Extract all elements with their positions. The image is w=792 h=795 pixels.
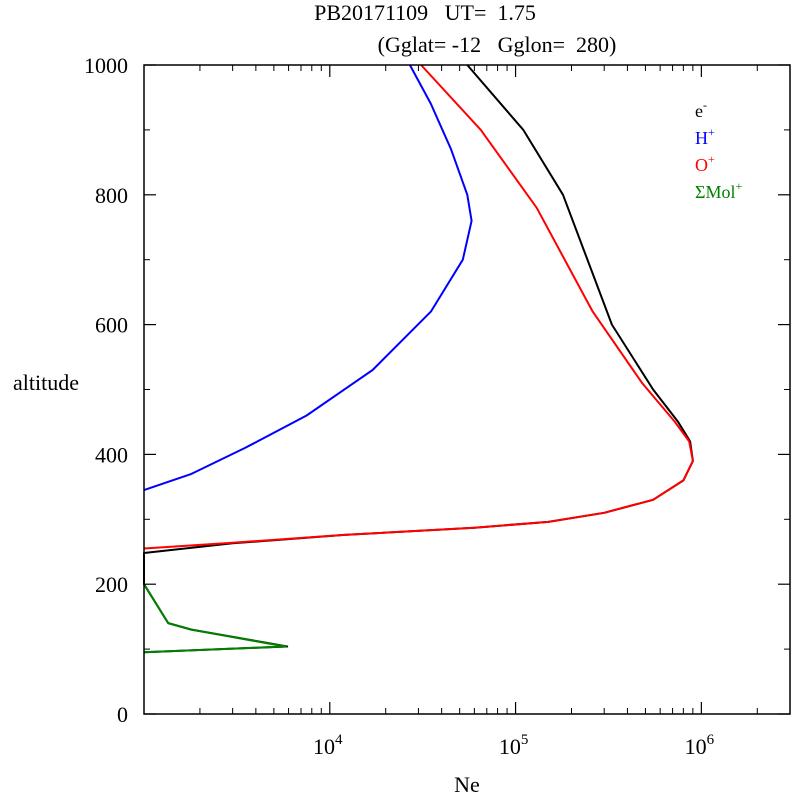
x-tick-label-2: 106 (685, 732, 715, 759)
legend-item-3: ΣMol+ (695, 179, 742, 202)
series-line-2 (143, 64, 694, 550)
y-axis-label: altitude (13, 370, 79, 395)
chart-title-line1: PB20171109 UT= 1.75 (314, 0, 536, 25)
x-tick-label-0: 104 (313, 732, 343, 759)
plot-frame (143, 64, 791, 715)
y-tick-label-4: 800 (95, 183, 128, 208)
chart-title-line2: (Gglat= -12 Gglon= 280) (378, 32, 617, 57)
y-tick-label-1: 200 (95, 572, 128, 597)
x-axis-label: Ne (454, 772, 480, 795)
legend-item-0: e- (695, 98, 707, 121)
y-tick-label-5: 1000 (84, 53, 128, 78)
axes-layer: 0 200 400 600 800 1000 104 105 106 (84, 53, 790, 759)
legend: e- H+ O+ ΣMol+ (695, 98, 742, 202)
y-tick-label-3: 600 (95, 313, 128, 338)
x-tick-label-1: 105 (499, 732, 529, 759)
series-layer (143, 64, 694, 654)
y-tick-label-2: 400 (95, 442, 128, 467)
legend-item-1: H+ (695, 125, 715, 148)
series-line-0 (143, 64, 694, 654)
series-line-3 (143, 583, 287, 654)
y-tick-label-0: 0 (117, 702, 128, 727)
series-line-1 (143, 64, 473, 492)
legend-item-2: O+ (695, 152, 715, 175)
